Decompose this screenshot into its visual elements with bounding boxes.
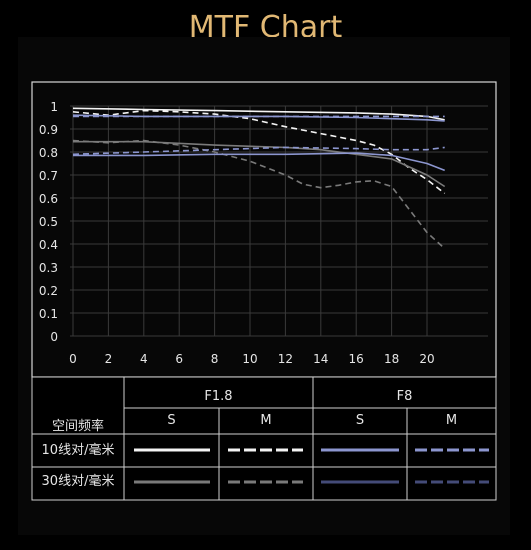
- y-tick-label: 0.8: [39, 146, 58, 160]
- legend-f18-s: S: [167, 413, 176, 428]
- x-tick-label: 4: [140, 352, 148, 366]
- y-tick-label: 0.3: [39, 261, 58, 275]
- y-tick-label: 0.6: [39, 192, 58, 206]
- series-line-F8-30lp-S: [73, 152, 445, 172]
- legend-table: [31, 376, 497, 501]
- x-tick-label: 18: [384, 352, 399, 366]
- x-tick-label: 20: [419, 352, 434, 366]
- y-tick-label: 0.9: [39, 123, 58, 137]
- legend-aperture-f8: F8: [396, 389, 413, 404]
- legend-f18-m: M: [260, 413, 272, 428]
- series-line-F18-30lp-M: [72, 139, 446, 250]
- legend-header-spatial-frequency: 空间频率: [51, 419, 104, 434]
- y-tick-label: 0: [50, 330, 58, 344]
- legend-row-30lp: 30线对/毫米: [41, 474, 115, 489]
- x-tick-label: 0: [69, 352, 77, 366]
- y-tick-label: 0.5: [39, 215, 58, 229]
- x-tick-label: 16: [349, 352, 364, 366]
- mtf-plot: 00.10.20.30.40.50.60.70.80.910 2 4 6 8 10 12 14…: [31, 81, 497, 501]
- chart-panel: 0 0.1 0.2 0.3 0.4 0.5 0.6 0.7 0.8 0.9 1 0 2 4 6 8 10 12 14…: [18, 37, 510, 535]
- x-tick-label: 10: [242, 352, 257, 366]
- legend-row-10lp: 10线对/毫米: [41, 443, 115, 458]
- y-tick-label: 1: [50, 100, 58, 114]
- y-tick-label: 0.1: [39, 307, 58, 321]
- x-tick-label: 8: [211, 352, 219, 366]
- x-tick-label: 6: [175, 352, 183, 366]
- y-tick-label: 0.2: [39, 284, 58, 298]
- legend-f8-s: S: [355, 413, 365, 428]
- series-line-F18-10lp-S: [72, 107, 445, 121]
- plot-frame: [31, 81, 497, 378]
- legend-f8-m: M: [445, 413, 458, 428]
- x-tick-label: 12: [278, 352, 293, 366]
- series-line-F8-30lp-M: [72, 146, 445, 156]
- x-tick-label: 14: [313, 352, 328, 366]
- y-tick-label: 0.7: [39, 169, 58, 183]
- legend-aperture-f18: F1.8: [204, 389, 233, 404]
- x-tick-label: 2: [105, 352, 113, 366]
- y-tick-label: 0.4: [39, 238, 58, 252]
